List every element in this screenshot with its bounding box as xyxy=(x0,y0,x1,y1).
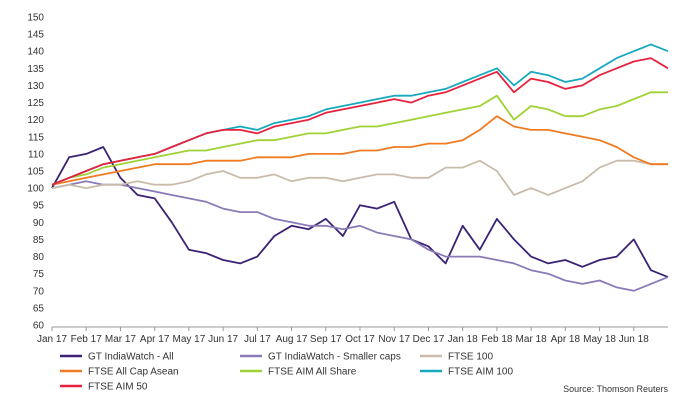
y-tick-label: 145 xyxy=(27,30,44,41)
x-tick-label: Jun 17 xyxy=(208,334,238,345)
x-tick-label: Jun 18 xyxy=(619,334,649,345)
x-tick-label: Feb 17 xyxy=(71,334,103,345)
series-line-ftse-100 xyxy=(51,159,668,196)
legend-label: FTSE AIM All Share xyxy=(268,367,357,378)
series-line-gt-indiawatch-smaller-caps xyxy=(51,180,669,292)
axes: 60 65 70 75 80 85 90 95 100 105 110 115 120 125 130 135… xyxy=(27,13,668,345)
series-line-ftse-aim-all-share xyxy=(51,91,668,186)
y-tick-label: 100 xyxy=(27,184,44,195)
legend: GT IndiaWatch - All GT IndiaWatch - Small… xyxy=(60,352,513,393)
y-tick-label: 70 xyxy=(33,286,45,297)
x-tick-label: Jul 17 xyxy=(244,334,271,345)
y-tick-label: 130 xyxy=(27,81,44,92)
x-tick-label: Oct 17 xyxy=(345,334,375,345)
x-tick-label: Jan 17 xyxy=(37,334,67,345)
y-tick-label: 60 xyxy=(33,321,45,332)
x-tick-label: May 18 xyxy=(583,334,616,345)
series-lines xyxy=(51,43,669,292)
series-line-gt-indiawatch-all xyxy=(51,146,669,278)
x-tick-label: Mar 18 xyxy=(516,334,548,345)
y-tick-label: 125 xyxy=(27,98,44,109)
x-tick-label: Dec 17 xyxy=(413,334,445,345)
y-tick-label: 95 xyxy=(33,201,45,212)
x-tick-label: Jan 18 xyxy=(448,334,478,345)
y-tick-label: 150 xyxy=(27,13,44,24)
y-tick-label: 75 xyxy=(33,269,45,280)
legend-label: FTSE All Cap Asean xyxy=(88,367,179,378)
y-tick-label: 85 xyxy=(33,235,45,246)
y-tick-label: 135 xyxy=(27,64,44,75)
y-tick-label: 65 xyxy=(33,303,45,314)
x-tick-label: Aug 17 xyxy=(276,334,308,345)
y-tick-label: 80 xyxy=(33,252,45,263)
legend-label: GT IndiaWatch - Smaller caps xyxy=(268,352,401,363)
legend-label: FTSE AIM 50 xyxy=(88,382,148,393)
series-line-ftse-aim-100 xyxy=(51,43,669,186)
y-tick-label: 110 xyxy=(28,149,44,160)
x-tick-label: Mar 17 xyxy=(105,334,137,345)
x-tick-label: Apr 18 xyxy=(551,334,581,345)
source-label: Source: Thomson Reuters xyxy=(563,384,668,394)
series-line-ftse-all-cap-asean xyxy=(51,115,668,186)
x-tick-label: Apr 17 xyxy=(140,334,170,345)
x-tick-label: May 17 xyxy=(172,334,205,345)
legend-label: GT IndiaWatch - All xyxy=(88,352,174,363)
x-tick-label: Feb 18 xyxy=(481,334,513,345)
y-tick-label: 105 xyxy=(27,167,44,178)
y-tick-label: 140 xyxy=(27,47,44,58)
y-tick-label: 120 xyxy=(27,115,44,126)
legend-label: FTSE 100 xyxy=(448,352,493,363)
x-tick-label: Sep 17 xyxy=(310,334,342,345)
y-tick-label: 90 xyxy=(33,218,45,229)
y-tick-label: 115 xyxy=(28,132,44,143)
series-line-ftse-aim-50 xyxy=(51,57,669,186)
legend-label: FTSE AIM 100 xyxy=(448,367,513,378)
x-tick-label: Nov 17 xyxy=(378,334,410,345)
